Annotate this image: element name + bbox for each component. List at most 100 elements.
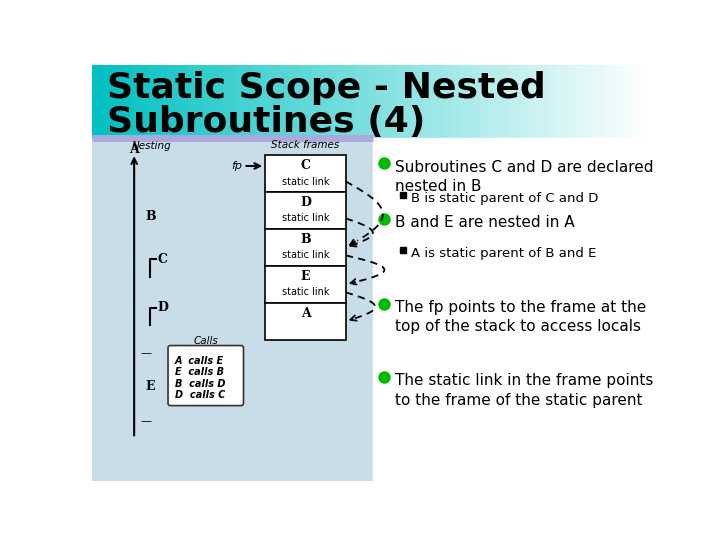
Bar: [563, 65, 571, 138]
Bar: [515, 65, 522, 138]
Bar: [140, 65, 148, 138]
Bar: [230, 65, 238, 138]
Bar: [189, 65, 197, 138]
Bar: [431, 65, 439, 138]
Text: D: D: [300, 197, 311, 210]
Bar: [265, 155, 346, 192]
Bar: [535, 65, 543, 138]
Text: E: E: [301, 271, 310, 284]
Text: The fp points to the frame at the
top of the stack to access locals: The fp points to the frame at the top of…: [395, 300, 647, 334]
Bar: [168, 65, 176, 138]
Bar: [293, 65, 300, 138]
Bar: [300, 65, 307, 138]
Text: static link: static link: [282, 287, 329, 298]
Bar: [376, 65, 384, 138]
Text: static link: static link: [282, 251, 329, 260]
Bar: [223, 65, 231, 138]
Text: Stack frames: Stack frames: [271, 140, 340, 150]
Bar: [418, 65, 426, 138]
Text: static link: static link: [282, 213, 329, 224]
Bar: [99, 65, 107, 138]
Bar: [175, 65, 183, 138]
Text: A  calls E: A calls E: [175, 355, 224, 366]
Bar: [286, 65, 294, 138]
Text: Nesting: Nesting: [132, 141, 171, 151]
Bar: [120, 65, 127, 138]
Bar: [203, 65, 210, 138]
Bar: [148, 65, 155, 138]
Bar: [251, 65, 259, 138]
Bar: [265, 266, 346, 303]
Bar: [328, 65, 335, 138]
Bar: [355, 65, 363, 138]
Bar: [314, 65, 321, 138]
Bar: [182, 65, 189, 138]
Text: Subroutines C and D are declared
nested in B: Subroutines C and D are declared nested …: [395, 159, 654, 194]
Bar: [127, 65, 134, 138]
Text: static link: static link: [282, 177, 329, 186]
Text: C: C: [157, 253, 167, 266]
Text: —: —: [140, 416, 151, 426]
Text: B: B: [145, 210, 156, 222]
Bar: [106, 65, 113, 138]
Bar: [549, 65, 557, 138]
Bar: [410, 65, 418, 138]
Text: C: C: [300, 159, 310, 172]
Bar: [265, 65, 273, 138]
Bar: [639, 65, 647, 138]
Bar: [397, 65, 405, 138]
Bar: [244, 65, 252, 138]
Bar: [272, 65, 279, 138]
FancyBboxPatch shape: [168, 346, 243, 406]
Text: A is static parent of B and E: A is static parent of B and E: [410, 247, 596, 260]
Bar: [258, 65, 266, 138]
Bar: [92, 65, 99, 138]
Bar: [112, 65, 120, 138]
Bar: [445, 65, 453, 138]
Bar: [598, 65, 606, 138]
Bar: [590, 65, 598, 138]
Text: D  calls C: D calls C: [175, 390, 225, 400]
Bar: [556, 65, 564, 138]
Bar: [542, 65, 550, 138]
Bar: [459, 65, 467, 138]
Bar: [528, 65, 536, 138]
Bar: [466, 65, 474, 138]
Text: B  calls D: B calls D: [175, 379, 225, 389]
Bar: [473, 65, 481, 138]
Bar: [161, 65, 168, 138]
Bar: [320, 65, 328, 138]
Bar: [611, 65, 619, 138]
Bar: [265, 192, 346, 229]
Bar: [369, 65, 377, 138]
Bar: [133, 65, 141, 138]
Bar: [570, 65, 577, 138]
Text: E  calls B: E calls B: [175, 367, 224, 377]
Text: D: D: [157, 301, 168, 314]
Bar: [279, 65, 287, 138]
Bar: [238, 65, 245, 138]
Bar: [307, 65, 315, 138]
Bar: [425, 65, 432, 138]
Bar: [577, 65, 585, 138]
Text: —: —: [140, 348, 151, 358]
Bar: [487, 65, 495, 138]
Bar: [500, 65, 508, 138]
Bar: [362, 65, 370, 138]
Bar: [632, 65, 640, 138]
Bar: [618, 65, 626, 138]
Bar: [383, 65, 390, 138]
Bar: [626, 65, 633, 138]
Bar: [508, 65, 516, 138]
Bar: [92, 138, 373, 481]
Bar: [452, 65, 460, 138]
Text: B and E are nested in A: B and E are nested in A: [395, 215, 575, 230]
Bar: [584, 65, 592, 138]
Bar: [390, 65, 397, 138]
Bar: [480, 65, 487, 138]
Bar: [404, 65, 411, 138]
Text: fp: fp: [231, 161, 242, 171]
Text: B: B: [300, 233, 311, 246]
Bar: [210, 65, 217, 138]
Bar: [373, 138, 647, 481]
